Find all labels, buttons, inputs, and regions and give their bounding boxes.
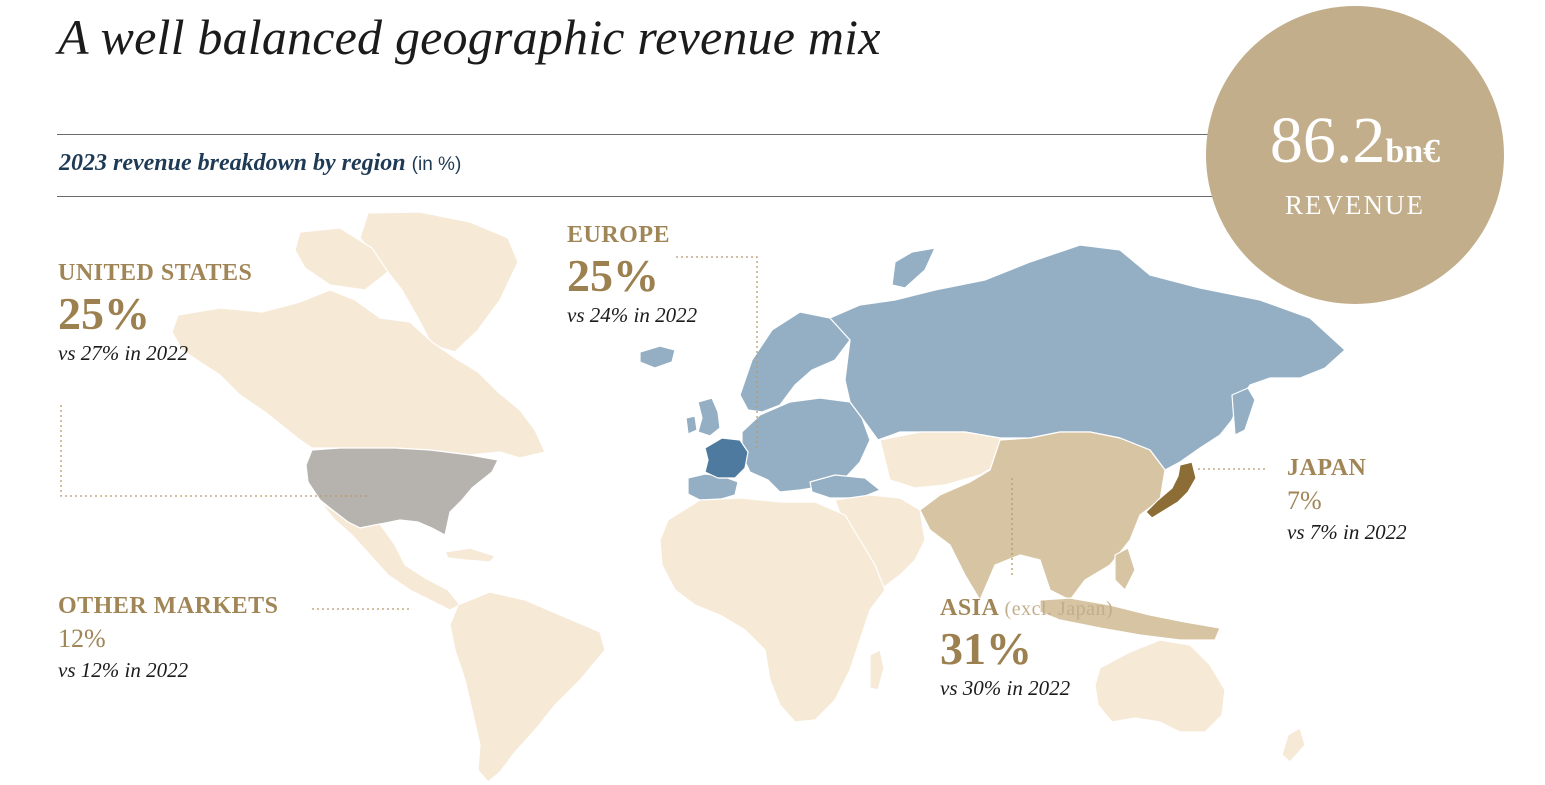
united-states-shape [305, 447, 499, 536]
region-percentage: 25% [567, 250, 659, 301]
revenue-label: REVENUE [1285, 190, 1425, 220]
region-percentage: 7% [1287, 486, 1322, 515]
europe-mainland-shape [741, 397, 871, 493]
madagascar-shape [869, 649, 885, 691]
region-name: EUROPE [567, 222, 671, 248]
region-name: ASIA (excl. Japan) [940, 595, 1114, 621]
asia-shape [919, 431, 1166, 601]
europe-leader-line [676, 256, 758, 448]
iceland-shape [639, 345, 676, 369]
us-leader-line [60, 405, 370, 497]
ireland-shape [685, 415, 698, 435]
scandinavia-shape [739, 311, 851, 413]
chart-subtitle: 2023 revenue breakdown by region (in %) [59, 150, 461, 177]
revenue-unit: bn€ [1385, 133, 1441, 170]
region-other-markets: OTHER MARKETS 12% vs 12% in 2022 [58, 593, 279, 683]
south-america-shape [449, 591, 606, 783]
france-shape [704, 437, 749, 479]
revenue-value: 86.2bn€ [1269, 104, 1441, 177]
russia-shape [829, 244, 1346, 471]
region-name: OTHER MARKETS [58, 593, 279, 619]
region-europe: EUROPE 25% vs 24% in 2022 [567, 222, 697, 328]
region-united-states: UNITED STATES 25% vs 27% in 2022 [58, 260, 252, 366]
canada-shape [171, 289, 546, 459]
bottom-divider [57, 196, 1237, 197]
revenue-badge: 86.2bn€ REVENUE [1206, 6, 1504, 304]
subtitle-unit: (in %) [411, 154, 462, 175]
turkey-shape [809, 474, 881, 499]
region-percentage: 12% [58, 624, 106, 653]
region-comparison: vs 24% in 2022 [567, 303, 698, 327]
region-asia: ASIA (excl. Japan) 31% vs 30% in 2022 [940, 595, 1113, 701]
region-name: JAPAN [1287, 455, 1367, 481]
arctic-russia-islands-shape [891, 247, 936, 289]
japan-shape [1145, 461, 1197, 519]
sakhalin-shape [1231, 387, 1256, 436]
uk-shape [697, 397, 721, 437]
australia-shape [1094, 639, 1226, 733]
philippines-shape [1114, 547, 1136, 591]
region-comparison: vs 7% in 2022 [1287, 520, 1407, 544]
region-percentage: 25% [58, 288, 150, 339]
arctic-islands-shape [294, 227, 389, 291]
region-comparison: vs 27% in 2022 [58, 341, 189, 365]
region-note: (excl. Japan) [1004, 598, 1114, 620]
region-name: UNITED STATES [58, 260, 253, 286]
region-comparison: vs 30% in 2022 [940, 676, 1071, 700]
mexico-shape [319, 501, 461, 611]
caribbean-shape [444, 547, 496, 563]
region-percentage: 31% [940, 623, 1032, 674]
region-japan: JAPAN 7% vs 7% in 2022 [1287, 455, 1407, 545]
top-divider [57, 134, 1237, 135]
region-comparison: vs 12% in 2022 [58, 658, 189, 682]
africa-shape [659, 497, 886, 723]
southeast-asia-islands-shape [1039, 597, 1221, 641]
page-title: A well balanced geographic revenue mix [58, 9, 881, 65]
subtitle-text: 2023 revenue breakdown by region [59, 150, 406, 176]
new-zealand-shape [1281, 727, 1306, 763]
